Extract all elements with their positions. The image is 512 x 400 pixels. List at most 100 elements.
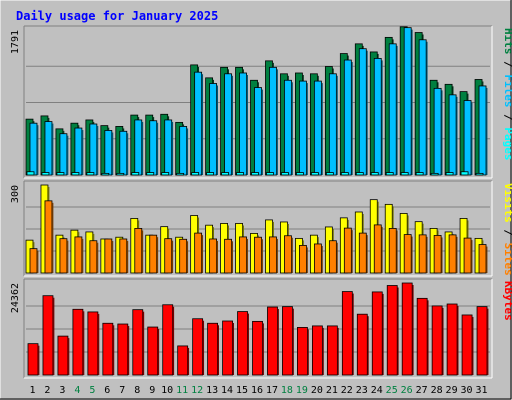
files-bar-27 xyxy=(418,39,427,176)
x-tick-label-day-11: 11 xyxy=(176,385,188,396)
sites-bar-2 xyxy=(44,200,53,274)
panel-legend: KBytes xyxy=(502,281,512,321)
sites-bar-13 xyxy=(209,238,218,274)
kbytes-bar-27 xyxy=(416,297,428,376)
kbytes-bar-22 xyxy=(341,291,353,376)
sites-bar-23 xyxy=(358,232,367,274)
legend-visits: Visits xyxy=(502,183,512,223)
pages-bar-27 xyxy=(415,172,424,176)
x-tick-label-day-14: 14 xyxy=(221,385,233,396)
sites-bar-20 xyxy=(313,243,322,274)
sites-bar-9 xyxy=(149,234,158,274)
legend-kbytes: KBytes xyxy=(502,281,512,321)
sites-bar-14 xyxy=(224,238,232,274)
kbytes-bar-17 xyxy=(267,306,278,376)
x-tick-label-day-18: 18 xyxy=(281,385,293,396)
x-tick-label-day-7: 7 xyxy=(119,385,125,396)
series-pages xyxy=(26,171,485,176)
files-bar-28 xyxy=(433,87,442,176)
panel-legend: Hits / Files / Pages xyxy=(502,28,512,161)
pages-bar-3 xyxy=(56,172,65,176)
kbytes-bar-21 xyxy=(326,325,338,376)
legend-pages: Pages xyxy=(502,127,512,160)
x-tick-label-day-15: 15 xyxy=(236,385,248,396)
sites-bar-27 xyxy=(418,234,427,274)
hits-files-pages-panel: 1791 Hits / Files / Pages xyxy=(10,25,512,179)
sites-bar-18 xyxy=(284,235,292,274)
kbytes-bar-23 xyxy=(356,313,368,376)
series-kbytes xyxy=(27,282,489,376)
y-max-label: 1791 xyxy=(10,30,21,54)
files-bar-5 xyxy=(89,123,98,176)
pages-bar-26 xyxy=(400,172,409,176)
kbytes-bar-19 xyxy=(297,327,308,376)
kbytes-bar-15 xyxy=(237,311,248,376)
files-bar-12 xyxy=(194,71,203,176)
x-tick-label-day-28: 28 xyxy=(431,385,443,396)
legend-separator: / xyxy=(502,108,512,128)
files-bar-3 xyxy=(59,133,68,176)
pages-bar-25 xyxy=(385,172,394,176)
x-tick-label-day-31: 31 xyxy=(475,385,487,396)
pages-bar-5 xyxy=(86,172,95,176)
pages-bar-1 xyxy=(26,171,35,176)
pages-bar-8 xyxy=(131,172,140,176)
pages-bar-24 xyxy=(370,172,379,176)
x-tick-label-day-19: 19 xyxy=(296,385,308,396)
pages-bar-17 xyxy=(266,172,274,176)
files-bar-2 xyxy=(44,121,53,176)
files-bar-26 xyxy=(403,27,412,176)
files-bar-13 xyxy=(209,83,218,176)
kbytes-bar-18 xyxy=(282,306,293,376)
files-bar-10 xyxy=(164,119,173,176)
files-bar-21 xyxy=(328,73,337,176)
kbytes-bar-13 xyxy=(207,322,219,376)
kbytes-bar-12 xyxy=(192,318,204,376)
x-tick-label-day-25: 25 xyxy=(386,385,398,396)
x-tick-label-day-5: 5 xyxy=(89,385,95,396)
x-tick-label-day-23: 23 xyxy=(356,385,368,396)
files-bar-24 xyxy=(373,58,382,176)
sites-bar-8 xyxy=(134,228,143,274)
kbytes-bar-26 xyxy=(401,282,413,376)
legend-sites: Sites xyxy=(502,243,512,276)
x-tick-label-day-4: 4 xyxy=(74,385,80,396)
kbytes-bar-7 xyxy=(117,323,129,376)
x-tick-label-day-3: 3 xyxy=(59,385,65,396)
sites-bar-19 xyxy=(299,245,307,274)
legend-hits: Hits xyxy=(502,28,512,55)
kbytes-bar-8 xyxy=(132,309,144,376)
kbytes-bar-10 xyxy=(162,304,174,376)
pages-bar-29 xyxy=(445,172,454,176)
pages-bar-22 xyxy=(340,172,349,176)
kbytes-bar-31 xyxy=(476,306,488,376)
pages-bar-15 xyxy=(236,172,244,176)
files-bar-25 xyxy=(388,43,397,176)
legend-separator: / xyxy=(502,55,512,75)
x-tick-label-day-2: 2 xyxy=(44,385,50,396)
kbytes-bar-2 xyxy=(42,295,54,376)
kbytes-bar-20 xyxy=(311,325,323,376)
sites-bar-28 xyxy=(433,235,442,274)
files-bar-22 xyxy=(343,59,352,176)
kbytes-bar-6 xyxy=(102,322,114,376)
kbytes-bar-1 xyxy=(27,343,39,376)
x-tick-label-day-8: 8 xyxy=(134,385,140,396)
x-tick-label-day-9: 9 xyxy=(149,385,155,396)
series-files xyxy=(29,27,488,176)
x-tick-label-day-27: 27 xyxy=(416,385,428,396)
kbytes-panel: 24362 KBytes xyxy=(10,278,512,379)
kbytes-bar-4 xyxy=(72,308,84,376)
files-bar-7 xyxy=(119,130,128,176)
files-bar-19 xyxy=(299,80,307,176)
pages-bar-30 xyxy=(460,171,469,176)
visits-sites-panel: 300 Visits / Sites xyxy=(10,180,512,277)
sites-bar-31 xyxy=(478,244,487,274)
sites-bar-3 xyxy=(59,238,68,274)
files-bar-30 xyxy=(463,100,472,176)
x-tick-label-day-1: 1 xyxy=(29,385,35,396)
pages-bar-18 xyxy=(281,172,289,176)
sites-bar-1 xyxy=(29,248,38,274)
files-bar-1 xyxy=(29,122,38,176)
